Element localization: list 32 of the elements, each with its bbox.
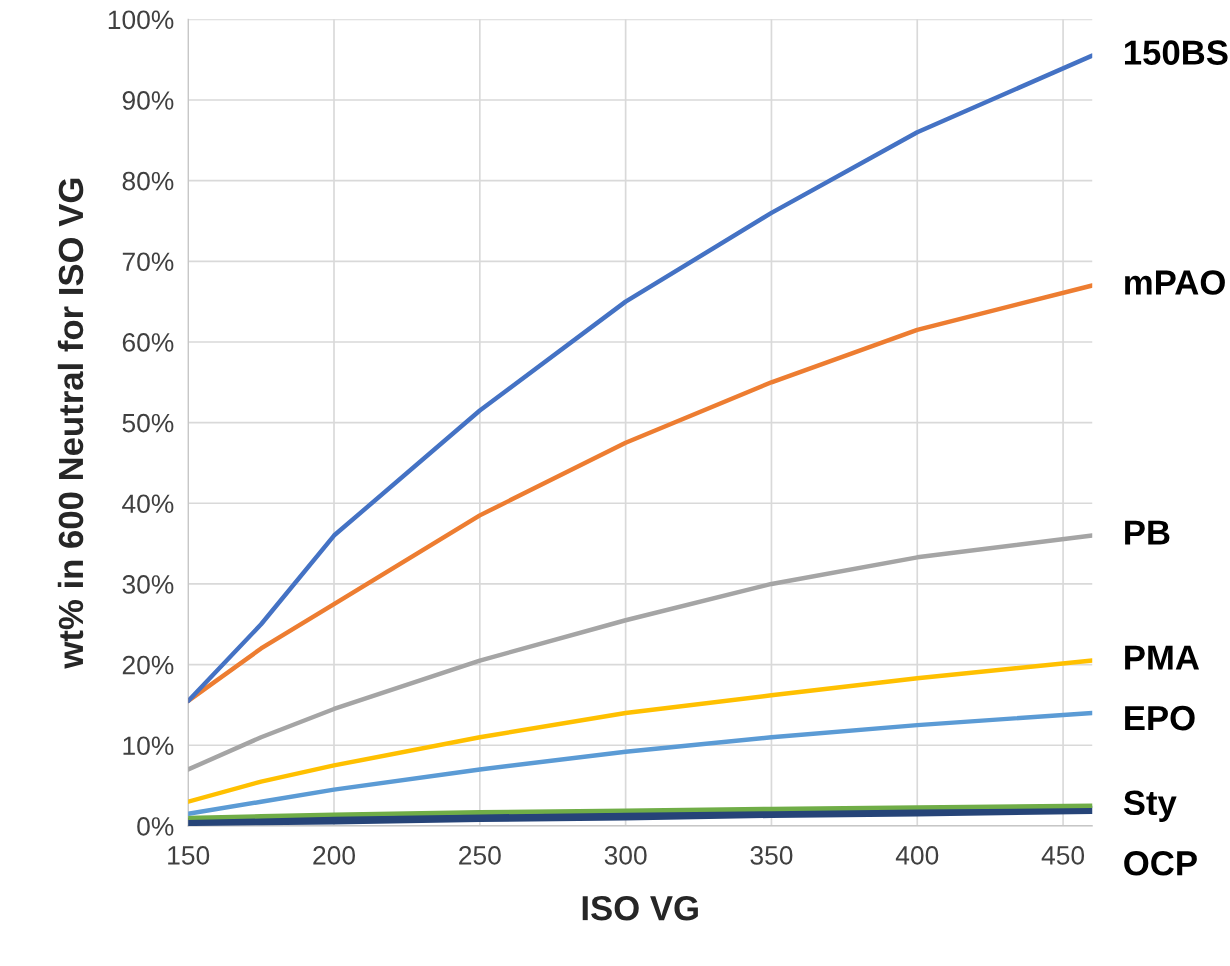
line-series	[188, 803, 1093, 821]
y-axis-title: wt% in 600 Neutral for ISO VG	[57, 178, 84, 669]
series-label: mPAO	[1125, 270, 1225, 295]
y-tick-label: 30%	[122, 575, 174, 594]
y-tick-label: 90%	[122, 91, 174, 110]
line-series	[188, 533, 1093, 772]
y-tick-label: 40%	[122, 494, 174, 514]
x-tick-label: 400	[895, 846, 939, 865]
series-label: Sty	[1123, 790, 1177, 822]
x-tick-label: 300	[604, 846, 647, 865]
y-tick-label: 20%	[122, 655, 174, 675]
line-series	[188, 658, 1093, 804]
x-tick-label: 450	[1041, 846, 1085, 865]
y-tick-label: 0%	[137, 817, 174, 836]
x-axis-title: ISO VG	[582, 895, 698, 921]
series-label: PMA	[1125, 645, 1200, 670]
series-label: OCP	[1124, 850, 1197, 876]
y-tick-label: 80%	[122, 171, 174, 191]
line-series	[188, 710, 1093, 817]
series-label: PB	[1125, 520, 1170, 545]
y-tick-label: 70%	[122, 252, 174, 272]
series-label: 150BS	[1124, 40, 1228, 65]
y-tick-label: 10%	[123, 736, 174, 756]
line-series	[188, 53, 1093, 704]
y-tick-label: 100%	[108, 10, 174, 30]
x-tick-label: 150	[168, 846, 210, 865]
x-tick-label: 250	[459, 846, 501, 865]
y-tick-label: 50%	[122, 413, 174, 433]
x-tick-label: 200	[313, 846, 355, 865]
x-tick-label: 350	[750, 846, 793, 865]
series-label: EPO	[1125, 705, 1195, 731]
y-tick-label: 60%	[122, 333, 174, 352]
